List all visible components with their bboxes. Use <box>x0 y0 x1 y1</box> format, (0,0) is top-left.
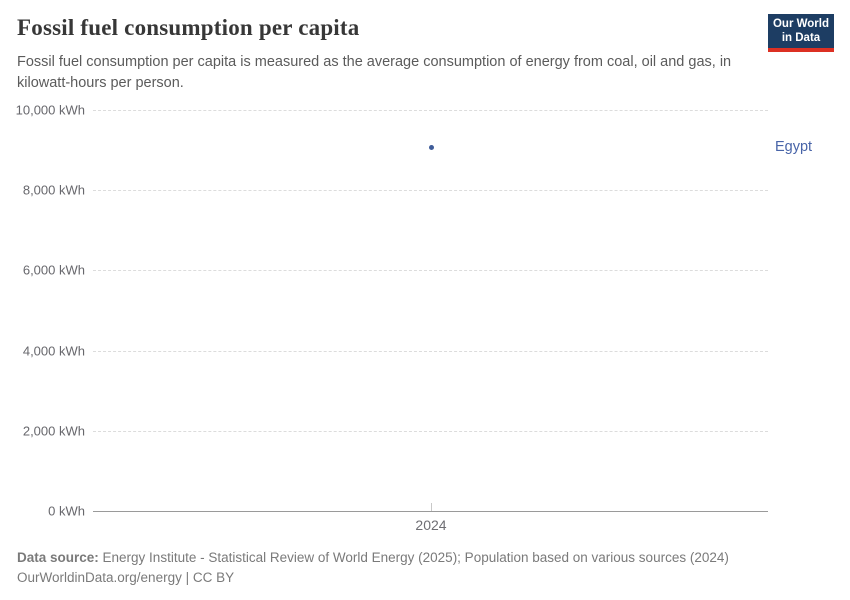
y-axis-tick-label: 0 kWh <box>48 503 85 519</box>
owid-logo[interactable]: Our World in Data <box>768 14 834 52</box>
owid-url-license-link[interactable]: OurWorldinData.org/energy | CC BY <box>17 570 235 585</box>
gridline <box>93 190 768 191</box>
x-axis-tick-mark <box>431 503 432 511</box>
data-source-label: Data source: <box>17 550 99 565</box>
chart-subtitle: Fossil fuel consumption per capita is me… <box>17 54 732 91</box>
x-axis-line <box>93 511 768 512</box>
owid-logo-line1: Our World <box>772 18 829 30</box>
y-axis-tick-label: 2,000 kWh <box>22 423 85 439</box>
data-source-line: Data source: Energy Institute - Statisti… <box>17 548 729 568</box>
y-axis-tick-label: 10,000 kWh <box>15 102 85 118</box>
y-axis-tick-label: 4,000 kWh <box>22 343 85 359</box>
x-axis-tick-label: 2024 <box>415 517 447 533</box>
gridline <box>93 431 768 432</box>
gridline <box>93 270 768 271</box>
data-source-text: Energy Institute - Statistical Review of… <box>98 550 729 565</box>
y-axis-tick-label: 6,000 kWh <box>22 262 85 278</box>
data-point-egypt-2024[interactable] <box>428 144 434 150</box>
chart-footer: Data source: Energy Institute - Statisti… <box>17 548 729 588</box>
gridline <box>93 110 768 111</box>
series-label-egypt[interactable]: Egypt <box>775 139 813 155</box>
y-axis-tick-label: 8,000 kWh <box>22 182 85 198</box>
page-title: Fossil fuel consumption per capita <box>17 15 360 40</box>
owid-logo-line2: in Data <box>781 32 821 44</box>
gridline <box>93 351 768 352</box>
